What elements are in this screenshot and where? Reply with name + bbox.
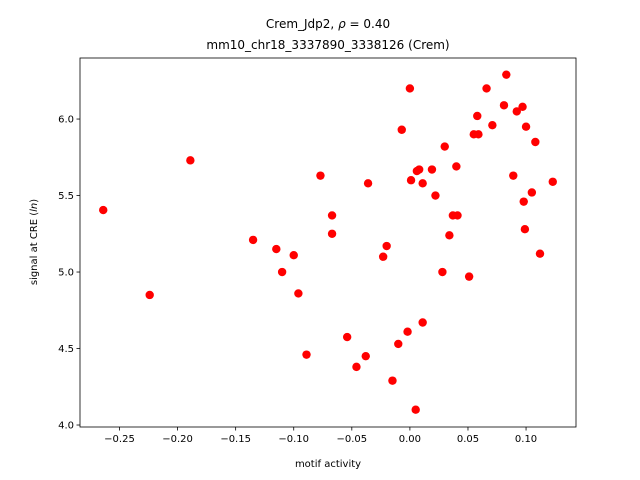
data-point: [289, 250, 298, 260]
y-tick-label: 4.0: [58, 421, 74, 432]
axes-frame: [79, 57, 577, 428]
data-point: [418, 179, 427, 188]
data-point: [316, 171, 325, 180]
chart-title-line2: mm10_chr18_3337890_3338126 (Crem): [206, 38, 449, 52]
data-point: [294, 289, 303, 298]
x-tick-label: 0.00: [399, 434, 421, 445]
data-point: [519, 197, 528, 206]
data-point: [405, 84, 415, 93]
data-point: [418, 318, 427, 327]
data-point: [453, 211, 462, 220]
x-tick-label: −0.15: [220, 434, 251, 445]
data-point: [186, 156, 195, 165]
data-point: [411, 405, 420, 414]
y-tick-label: 6.0: [58, 115, 74, 126]
data-point: [397, 125, 406, 134]
x-tick-label: −0.10: [278, 434, 309, 445]
data-point: [473, 111, 482, 121]
data-point: [535, 249, 545, 258]
data-point: [427, 165, 437, 174]
data-point: [509, 171, 518, 180]
x-tick-label: 0.10: [515, 434, 537, 445]
data-point: [382, 241, 391, 251]
data-point: [388, 376, 397, 385]
data-point: [248, 235, 258, 245]
data-point: [414, 165, 424, 174]
y-axis-label: signal at CRE (ln): [29, 199, 40, 285]
data-point: [440, 142, 449, 151]
data-point: [438, 267, 447, 277]
data-point: [488, 120, 497, 130]
data-point: [520, 224, 530, 234]
data-point: [327, 211, 337, 220]
data-point: [445, 231, 454, 240]
data-point: [352, 362, 361, 372]
y-tick-label: 5.0: [58, 268, 74, 279]
data-point: [145, 290, 154, 300]
data-point: [512, 107, 521, 116]
data-point: [403, 327, 412, 336]
x-tick-label: 0.05: [457, 434, 479, 445]
data-point: [431, 191, 440, 200]
data-point: [531, 137, 540, 147]
data-point: [464, 272, 474, 281]
data-point: [527, 188, 537, 197]
data-point: [474, 130, 483, 139]
data-point: [406, 176, 416, 185]
data-point: [499, 101, 509, 110]
data-point: [502, 70, 511, 79]
y-tick-label: 4.5: [58, 344, 74, 355]
data-point: [482, 84, 491, 93]
data-point: [361, 351, 370, 361]
data-point: [394, 339, 403, 349]
chart-title-line1: Crem_Jdp2, ρ = 0.40: [266, 17, 390, 31]
x-tick-label: −0.25: [104, 434, 135, 445]
data-point: [363, 179, 373, 188]
plot-area: −0.25 −0.20 −0.15 −0.10 −0.05 0.00 0.05 0.10 4.0…: [58, 57, 577, 445]
data-point: [518, 102, 527, 112]
data-point: [99, 205, 108, 215]
x-tick-label: −0.05: [336, 434, 367, 445]
data-point: [548, 177, 557, 186]
data-point: [272, 244, 281, 254]
x-tick-label: −0.20: [162, 434, 193, 445]
data-point: [277, 267, 287, 277]
data-point: [302, 350, 311, 359]
data-point: [378, 252, 388, 261]
data-point: [521, 122, 531, 131]
x-axis-label: motif activity: [295, 459, 361, 470]
data-point: [342, 332, 352, 342]
data-point: [327, 229, 337, 238]
data-point: [452, 162, 461, 171]
y-tick-label: 5.5: [58, 191, 74, 202]
